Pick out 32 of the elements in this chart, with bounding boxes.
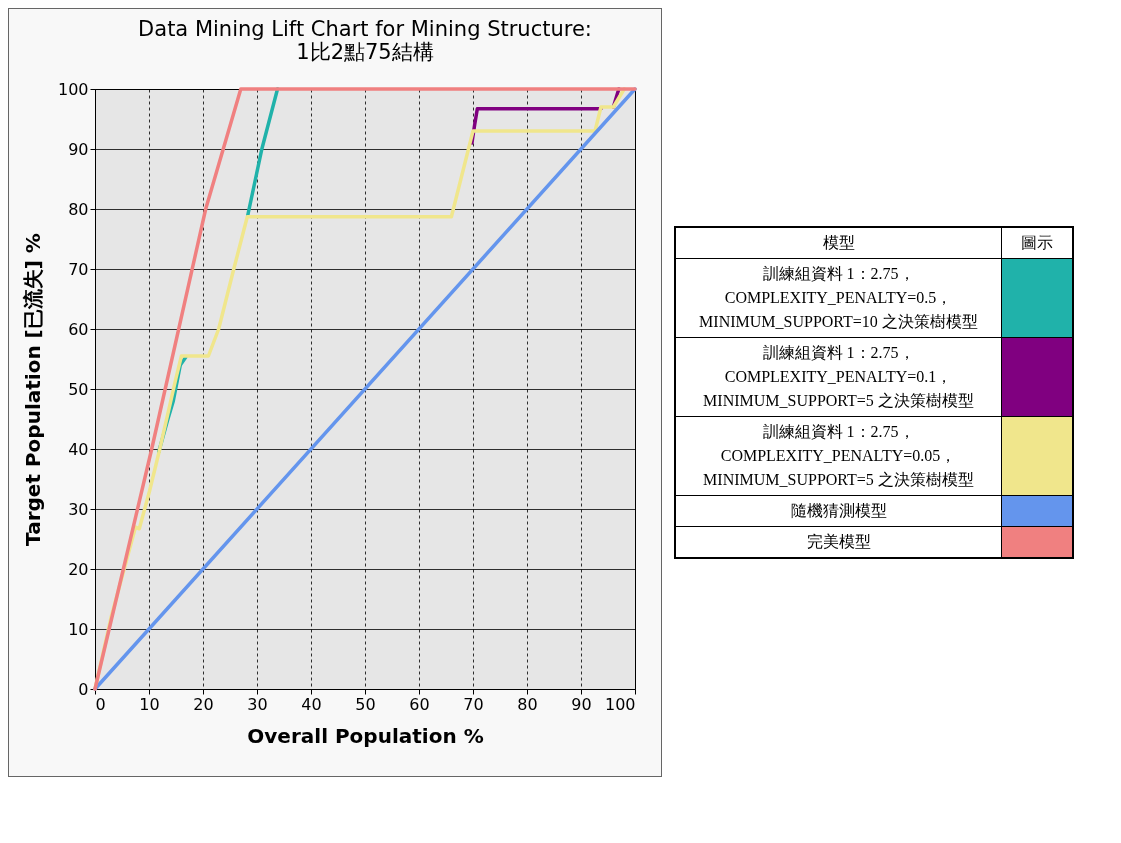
x-axis-title: Overall Population % [247,723,484,748]
y-tick-label: 0 [78,679,89,699]
text: 訓練組資料 1：2.75，COMPLEXITY_PENALTY=0.05，MINIMUM_SUPPORT=5 之決策樹模型 [675,416,1002,496]
y-tick-label: 30 [68,499,89,519]
legend-title: 模型 [675,227,1002,259]
y-tick-label: 70 [68,259,89,279]
text: 完美模型 [675,526,1002,558]
text: 訓練組資料 1：2.75，COMPLEXITY_PENALTY=0.5，MINIMUM_SUPPORT=10 之決策樹模型 [675,258,1002,338]
y-tick-label: 100 [57,79,89,99]
x-tick-label: 10 [139,694,160,714]
x-tick-label: 100 [604,694,636,714]
y-tick-label: 40 [68,439,89,459]
x-tick-label: 0 [95,694,106,714]
x-tick-label: 80 [517,694,538,714]
y-tick-label: 80 [68,199,89,219]
text: 訓練組資料 1：2.75，COMPLEXITY_PENALTY=0.1，MINIMUM_SUPPORT=5 之決策樹模型 [675,337,1002,417]
chart-title: Data Mining Lift Chart for Mining Structure: 1比2點75結構 [138,17,592,64]
x-tick-label: 70 [463,694,484,714]
x-tick-label: 90 [571,694,592,714]
y-tick-label: 20 [68,559,89,579]
x-tick-label: 50 [355,694,376,714]
x-tick-label: 20 [193,694,214,714]
x-tick-label: 60 [409,694,430,714]
y-tick-label: 60 [68,319,89,339]
y-axis-title: Target Population [已流失] % [20,233,45,546]
x-tick-label: 40 [301,694,322,714]
y-tick-label: 50 [68,379,89,399]
x-tick-label: 30 [247,694,268,714]
y-tick-label: 10 [68,619,89,639]
text: 圖示 [1001,227,1073,259]
y-tick-label: 90 [68,139,89,159]
text: 隨機猜測模型 [675,495,1002,527]
